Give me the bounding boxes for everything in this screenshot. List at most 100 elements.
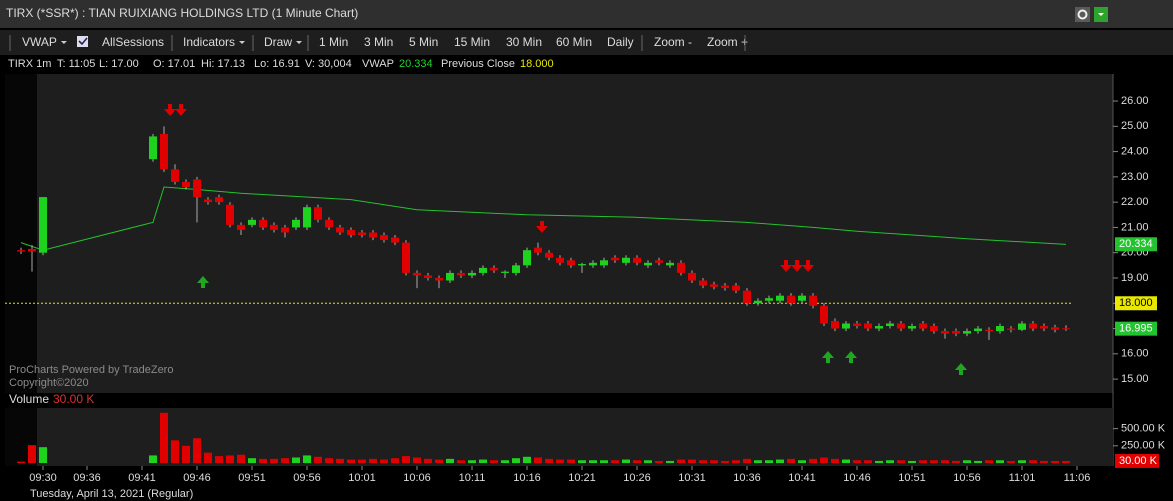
toolbar-item[interactable]: Zoom - [654,35,692,49]
volume-bar [160,412,168,463]
info-field: Hi: 17.13 [201,58,245,70]
x-tick-label: 10:41 [788,472,816,484]
volume-marker [1115,453,1159,468]
volume-bar [347,459,355,463]
candle-body [941,331,949,334]
volume-bar [886,460,894,463]
volume-bar [171,440,179,463]
volume-bar [765,460,773,463]
volume-bar [996,460,1004,463]
y-tick-label: 25.00 [1121,120,1149,132]
toolbar-item[interactable]: Daily [607,35,634,49]
candle-body [787,295,795,304]
candle-body [633,257,641,263]
volume-bar [303,455,311,463]
candle-body [193,179,201,198]
candle-body [424,275,432,278]
volume-bar [314,456,322,463]
gear-icon [1077,9,1088,20]
candle-body [204,199,212,203]
volume-bar [875,460,883,463]
candle-body [347,229,355,236]
toolbar-item[interactable]: Draw [264,35,292,49]
volume-bar [1040,460,1048,463]
x-tick-label: 09:36 [73,472,101,484]
toolbar-item[interactable]: 3 Min [364,35,393,49]
volume-bar [479,459,487,463]
candle-body [270,224,278,230]
info-field: T: 11:05 [57,58,95,70]
candle-body [732,285,740,291]
candle-body [842,323,850,329]
candle-body [303,207,311,228]
toolbar-item[interactable]: AllSessions [102,35,164,49]
toolbar-item[interactable]: 5 Min [409,35,438,49]
volume-bar [798,460,806,463]
volume-bar [589,460,597,463]
volume-bar [292,457,300,463]
candle-body [435,277,443,281]
candle-body [820,305,828,324]
toolbar-item[interactable]: 30 Min [506,35,542,49]
volume-bar [820,457,828,463]
candle-body [743,290,751,304]
y-tick-label: 23.00 [1121,171,1149,183]
window-title: TIRX (*SSR*) : TIAN RUIXIANG HOLDINGS LT… [6,6,358,20]
info-field: Lo: 16.91 [254,58,300,70]
x-tick-label: 09:41 [128,472,156,484]
toolbar-item[interactable]: Zoom + [707,35,748,49]
price-marker [1115,237,1157,252]
toolbar-item[interactable]: 15 Min [454,35,490,49]
settings-button[interactable] [1075,7,1090,22]
volume-bar [655,460,663,463]
volume-bar [237,454,245,463]
volume-bar [391,458,399,463]
x-tick-label: 09:30 [29,472,57,484]
volume-bar [490,460,498,463]
x-tick-label: 10:51 [898,472,926,484]
y-tick-label: 24.00 [1121,145,1149,157]
candle-body [281,227,289,233]
candle-body [864,323,872,329]
toolbar-item[interactable]: 1 Min [319,35,348,49]
toolbar-item[interactable]: Indicators [183,35,235,49]
price-marker-label: 20.334 [1119,238,1153,250]
title-bar [0,0,1173,28]
candle-body [391,237,399,243]
volume-bar [435,459,443,463]
candle-body [655,260,663,263]
candle-body [28,248,36,252]
candle-body [446,272,454,281]
candle-body [336,227,344,233]
candle-body [512,265,520,273]
volume-last: 30.00 K [53,392,94,406]
candle-body [479,267,487,273]
volume-bar [578,460,586,463]
candle-body [314,207,322,220]
volume-bar [776,459,784,463]
candle-body [721,285,729,289]
volume-bar [193,438,201,463]
volume-bar [325,458,333,463]
info-field: Previous Close [441,58,515,70]
toolbar-item[interactable]: 60 Min [556,35,592,49]
volume-bar [281,458,289,463]
volume-bar [699,460,707,463]
y-tick-label: 16.00 [1121,348,1149,360]
volume-tick-label: 250.00 K [1121,440,1166,452]
volume-bar [468,460,476,463]
checkbox[interactable] [77,36,88,47]
volume-bar [622,459,630,463]
volume-bar [1051,460,1059,463]
candle-body [754,300,762,304]
candle-body [985,329,993,332]
volume-bar [908,460,916,463]
volume-bar [919,460,927,463]
volume-bar [611,460,619,463]
candle-body [908,326,916,329]
info-field: V: 30,004 [305,58,352,70]
candle-body [677,262,685,273]
y-tick-label: 15.00 [1121,373,1149,385]
toolbar-item[interactable]: VWAP [22,35,57,49]
volume-title: Volume [9,392,49,406]
